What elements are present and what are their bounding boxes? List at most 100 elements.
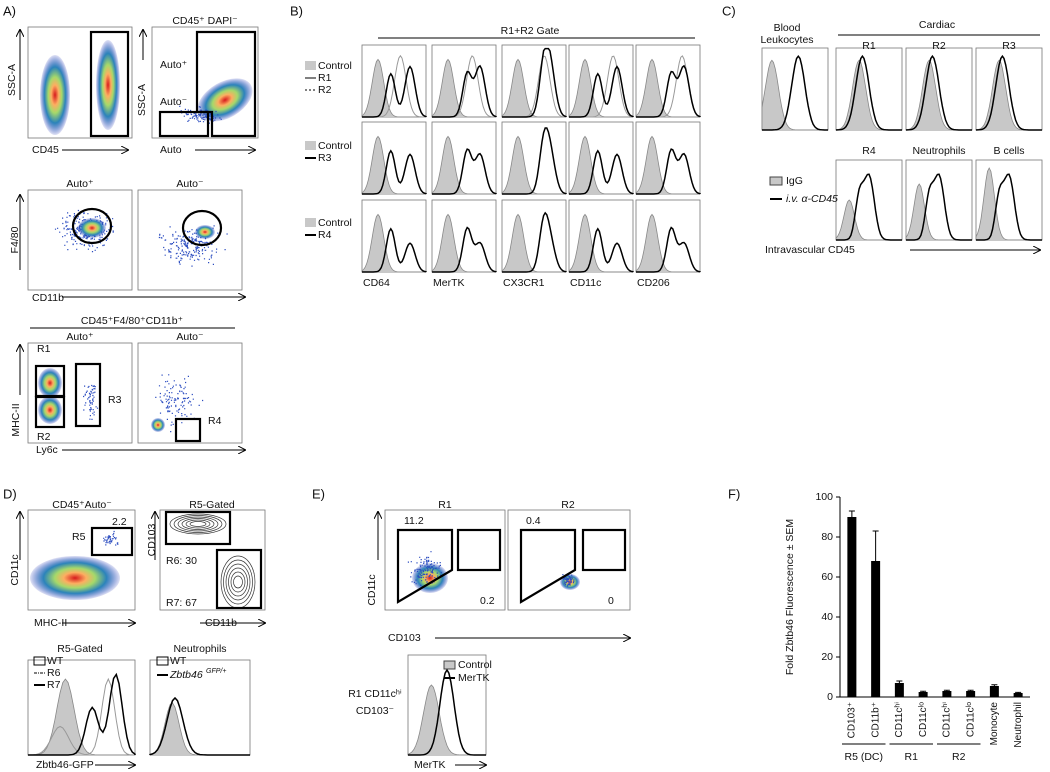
plot-title: R2 bbox=[561, 499, 575, 511]
legend-entry: R1 bbox=[318, 72, 332, 84]
histogram-curve bbox=[501, 58, 566, 118]
legend-entry: Control bbox=[318, 217, 352, 229]
gate-label: R4 bbox=[208, 415, 222, 427]
axis-label: Ly6c bbox=[36, 444, 58, 456]
plot-frame bbox=[137, 342, 243, 444]
histogram-curve bbox=[502, 47, 567, 118]
histogram-curve bbox=[636, 64, 701, 118]
legend-entry: R7 bbox=[47, 679, 61, 691]
plot-title: R1 bbox=[438, 499, 452, 511]
contour bbox=[173, 515, 223, 533]
gate bbox=[181, 209, 223, 247]
histogram-curve bbox=[906, 173, 972, 241]
histogram-curve bbox=[431, 58, 496, 118]
plot-title: R5-Gated bbox=[57, 643, 103, 655]
histogram-curve bbox=[905, 54, 972, 131]
x-tick-label: CD11cˡᵒ bbox=[918, 702, 929, 737]
legend-entry: WT bbox=[47, 655, 64, 667]
axis-label: Zbtb46-GFP bbox=[36, 759, 94, 771]
plot-title: Neutrophils bbox=[912, 145, 965, 157]
density-cloud bbox=[412, 563, 448, 593]
contour bbox=[189, 521, 207, 527]
axis-label: CD11b bbox=[32, 292, 64, 304]
legend-swatch bbox=[769, 176, 783, 186]
histogram-curve bbox=[27, 677, 136, 756]
plot-title: R4 bbox=[862, 145, 876, 157]
gate-label: R3 bbox=[108, 394, 122, 406]
legend-superscript: GFP/+ bbox=[206, 668, 226, 675]
legend-entry: Zbtb46 bbox=[169, 669, 203, 681]
density-cloud bbox=[151, 418, 165, 432]
legend-entry: Control bbox=[318, 60, 352, 72]
histogram-curve bbox=[905, 59, 972, 131]
group-label: R1 bbox=[905, 751, 919, 763]
legend-entry: R4 bbox=[318, 229, 332, 241]
gate bbox=[174, 417, 202, 443]
y-tick-label: 80 bbox=[821, 531, 833, 543]
histogram-curve bbox=[835, 199, 902, 241]
histogram-curve bbox=[568, 213, 633, 273]
x-tick-label: CD11cˡᵒ bbox=[965, 702, 976, 737]
axis-title: Fold Zbtb46 Fluorescence ± SEM bbox=[784, 519, 796, 675]
bar bbox=[942, 691, 952, 697]
bar bbox=[1013, 693, 1023, 697]
axis-label: F4/80 bbox=[9, 226, 21, 253]
gate-label: R5 bbox=[72, 531, 86, 543]
plot-frame bbox=[137, 189, 243, 291]
legend-entry: R2 bbox=[318, 84, 332, 96]
histogram-curve bbox=[975, 167, 1042, 241]
legend-entry: WT bbox=[170, 655, 187, 667]
x-tick-label: CD11b⁺ bbox=[870, 702, 881, 738]
gate bbox=[215, 548, 263, 610]
histogram-curve bbox=[28, 672, 136, 756]
histogram-curve bbox=[362, 149, 427, 195]
gate bbox=[74, 362, 102, 428]
gate bbox=[519, 528, 577, 604]
histogram-curve bbox=[362, 65, 427, 118]
gate bbox=[581, 528, 627, 572]
plot-title: Leukocytes bbox=[760, 34, 813, 46]
gate-label: Auto⁺ bbox=[160, 59, 188, 71]
density-cloud bbox=[560, 574, 580, 590]
contour bbox=[185, 519, 211, 529]
histogram-curve bbox=[836, 173, 902, 241]
gate-title: CD45⁺F4/80⁺CD11b⁺ bbox=[81, 315, 184, 327]
histogram-curve bbox=[569, 227, 634, 273]
gate-label: Auto⁻ bbox=[160, 96, 188, 108]
plot-title: R1 bbox=[862, 40, 876, 52]
axis-label: Intravascular CD45 bbox=[765, 244, 855, 256]
error-bar bbox=[1015, 691, 1022, 693]
gate-value: 0 bbox=[608, 595, 614, 607]
gate bbox=[456, 528, 502, 572]
histogram-curve bbox=[502, 211, 567, 273]
contour bbox=[228, 567, 248, 597]
plot-title: CD45⁺Auto⁻ bbox=[52, 499, 112, 511]
event-dots bbox=[83, 384, 99, 427]
histogram-curve bbox=[569, 149, 634, 195]
axis-label: CD103 bbox=[146, 523, 158, 556]
density-cloud bbox=[197, 78, 253, 122]
gate bbox=[195, 30, 257, 138]
plot-frame bbox=[27, 509, 136, 611]
plot-frame bbox=[27, 26, 133, 139]
error-bar bbox=[967, 689, 974, 691]
axis-label: CD11c bbox=[9, 554, 21, 585]
contour bbox=[225, 563, 251, 601]
event-dots bbox=[155, 374, 204, 433]
density-cloud bbox=[78, 218, 106, 238]
event-dots bbox=[103, 530, 119, 546]
axis-label: CX3CR1 bbox=[503, 277, 545, 289]
density-cloud bbox=[96, 40, 120, 130]
density-cloud bbox=[40, 55, 70, 135]
gate-label: R1 bbox=[37, 343, 51, 355]
plot-title: Auto⁻ bbox=[176, 331, 204, 343]
plot-title: R2 bbox=[932, 40, 946, 52]
density-cloud bbox=[195, 225, 215, 239]
histogram-curve bbox=[635, 58, 700, 118]
contour bbox=[233, 575, 243, 589]
histogram-curve bbox=[635, 135, 700, 195]
error-bar bbox=[943, 689, 950, 691]
error-bar bbox=[920, 690, 927, 692]
histogram-curve bbox=[761, 59, 828, 131]
